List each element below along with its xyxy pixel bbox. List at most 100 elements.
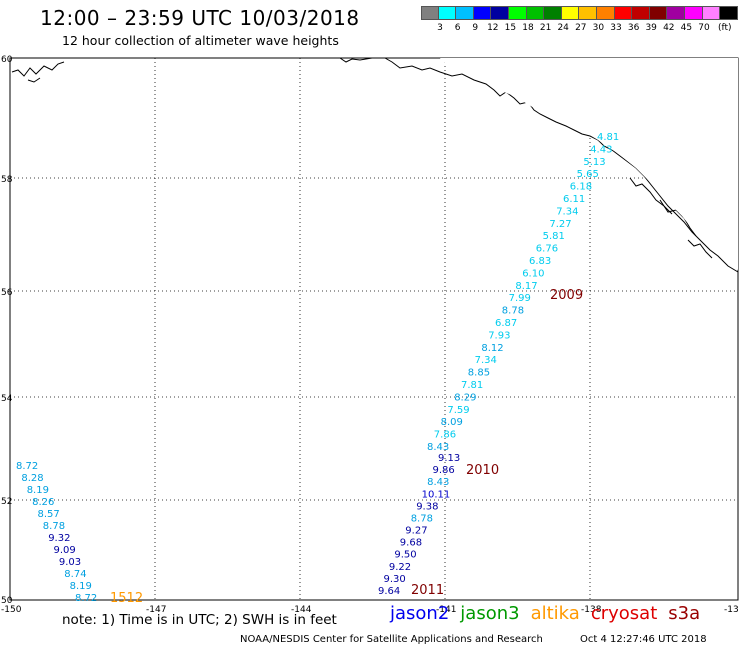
colorbar-swatch bbox=[526, 6, 545, 20]
swh-value-east-track: 6.83 bbox=[529, 256, 551, 267]
colorbar-swatch bbox=[491, 6, 509, 20]
colorbar-swatch bbox=[456, 6, 474, 20]
colorbar-label: 33 bbox=[610, 23, 622, 33]
colorbar-swatch bbox=[649, 6, 668, 20]
swh-value-west-track: 9.03 bbox=[59, 557, 81, 568]
lat-tick: 54 bbox=[1, 394, 13, 404]
colorbar-swatch bbox=[561, 6, 580, 20]
swh-value-east-track: 6.87 bbox=[495, 318, 517, 329]
legend-jason3: jason3 bbox=[460, 603, 520, 624]
swh-value-east-track: 7.86 bbox=[434, 430, 456, 441]
swh-value-mid-track: 9.13 bbox=[438, 453, 460, 464]
swh-value-east-track: 6.10 bbox=[522, 268, 544, 279]
swh-value-mid-track: 8.43 bbox=[427, 477, 449, 488]
colorbar-swatch bbox=[684, 6, 703, 20]
colorbar-swatch bbox=[614, 6, 633, 20]
swh-value-mid-track: 9.27 bbox=[405, 526, 427, 537]
land-mass bbox=[440, 58, 738, 270]
colorbar-swatch bbox=[473, 6, 492, 20]
lon-tick: -13 bbox=[724, 605, 739, 615]
colorbar-label: 3 bbox=[437, 23, 443, 33]
swh-value-mid-track: 10.11 bbox=[422, 489, 451, 500]
lat-tick: 52 bbox=[1, 497, 12, 507]
swh-value-mid-track: 9.30 bbox=[384, 574, 406, 585]
swh-value-mid-track: 9.50 bbox=[394, 550, 416, 561]
swh-value-east-track: 7.99 bbox=[509, 293, 531, 304]
swh-value-east-track: 5.81 bbox=[543, 231, 565, 242]
observation-labels: 4.814.435.135.656.186.117.347.275.816.76… bbox=[16, 132, 619, 604]
swh-value-west-track: 9.09 bbox=[54, 545, 76, 556]
map-subtitle: 12 hour collection of altimeter wave hei… bbox=[62, 33, 339, 48]
swh-value-east-track: 8.17 bbox=[515, 281, 537, 292]
wave-height-colorbar bbox=[421, 6, 738, 20]
swh-value-west-track: 8.74 bbox=[64, 569, 86, 580]
colorbar-swatch bbox=[579, 6, 597, 20]
colorbar-swatch bbox=[421, 6, 439, 20]
colorbar-label: 9 bbox=[472, 23, 479, 33]
colorbar-label: 70 bbox=[698, 23, 710, 33]
colorbar-swatch bbox=[438, 6, 457, 20]
colorbar-swatch bbox=[544, 6, 562, 20]
swh-value-mid-track: 8.78 bbox=[411, 514, 433, 525]
colorbar-label: 39 bbox=[645, 23, 657, 33]
swh-value-east-track: 4.81 bbox=[597, 132, 619, 143]
legend-jason2: jason2 bbox=[390, 603, 450, 624]
swh-value-mid-track: 9.68 bbox=[400, 538, 422, 549]
swh-value-east-track: 5.13 bbox=[583, 157, 605, 168]
swh-value-east-track: 7.34 bbox=[475, 355, 497, 366]
lat-tick: 56 bbox=[1, 288, 13, 298]
footer-credit: NOAA/NESDIS Center for Satellite Applica… bbox=[240, 634, 543, 645]
colorbar-label: 24 bbox=[557, 23, 569, 33]
lat-tick: 50 bbox=[1, 596, 13, 606]
swh-value-west-track: 8.72 bbox=[16, 461, 38, 472]
swh-value-mid-track: 9.22 bbox=[389, 562, 411, 573]
colorbar-label: 45 bbox=[680, 23, 693, 33]
footer-timestamp: Oct 4 12:27:46 UTC 2018 bbox=[580, 634, 707, 645]
colorbar-unit: (ft) bbox=[718, 23, 732, 33]
swh-value-east-track: 8.12 bbox=[481, 343, 503, 354]
satellite-legend: jason2 jason3 altika cryosat s3a bbox=[390, 603, 711, 624]
swh-value-west-track: 8.78 bbox=[43, 521, 65, 532]
swh-value-east-track: 6.11 bbox=[563, 194, 585, 205]
pass-label-2011: 2011 bbox=[411, 583, 444, 598]
swh-value-east-track: 6.18 bbox=[570, 182, 592, 193]
legend-altika: altika bbox=[530, 603, 580, 624]
swh-value-east-track: 4.43 bbox=[590, 144, 612, 155]
colorbar-label: 6 bbox=[454, 23, 461, 33]
swh-value-west-track: 8.57 bbox=[38, 509, 60, 520]
lat-tick: 58 bbox=[1, 175, 13, 185]
lon-tick: -141 bbox=[436, 605, 456, 615]
swh-value-east-track: 7.59 bbox=[447, 405, 469, 416]
colorbar-swatch bbox=[508, 6, 527, 20]
swh-value-east-track: 6.76 bbox=[536, 244, 558, 255]
swh-value-west-track: 8.19 bbox=[70, 581, 92, 592]
colorbar-swatch bbox=[632, 6, 650, 20]
colorbar-swatch bbox=[702, 6, 721, 20]
swh-value-east-track: 7.34 bbox=[556, 206, 578, 217]
colorbar-label: 27 bbox=[575, 23, 587, 33]
swh-value-east-track: 5.65 bbox=[577, 169, 599, 180]
colorbar-label: 30 bbox=[592, 23, 605, 33]
colorbar-label: 36 bbox=[627, 23, 640, 33]
colorbar-swatch bbox=[720, 6, 738, 20]
lon-tick: -150 bbox=[1, 605, 22, 615]
pass-label-1512: 1512 bbox=[110, 591, 143, 606]
colorbar-swatch bbox=[667, 6, 685, 20]
lat-tick: 60 bbox=[1, 55, 13, 65]
colorbar-swatch bbox=[596, 6, 615, 20]
map-title: 12:00 – 23:59 UTC 10/03/2018 bbox=[40, 6, 360, 30]
lon-tick: -138 bbox=[581, 605, 602, 615]
swh-value-west-track: 8.72 bbox=[75, 593, 97, 604]
pass-label-2009: 2009 bbox=[550, 288, 583, 303]
swh-value-east-track: 7.81 bbox=[461, 380, 483, 391]
swh-value-east-track: 8.43 bbox=[427, 442, 449, 453]
lat-tick-labels: 60 58 56 54 52 50 bbox=[1, 55, 13, 606]
legend-s3a: s3a bbox=[668, 603, 701, 624]
swh-value-mid-track: 9.38 bbox=[416, 501, 438, 512]
swh-value-east-track: 8.29 bbox=[454, 392, 476, 403]
pass-label-2010: 2010 bbox=[466, 463, 499, 478]
legend-cryosat: cryosat bbox=[590, 603, 658, 624]
swh-value-west-track: 8.28 bbox=[21, 473, 43, 484]
colorbar-label: 42 bbox=[663, 23, 675, 33]
